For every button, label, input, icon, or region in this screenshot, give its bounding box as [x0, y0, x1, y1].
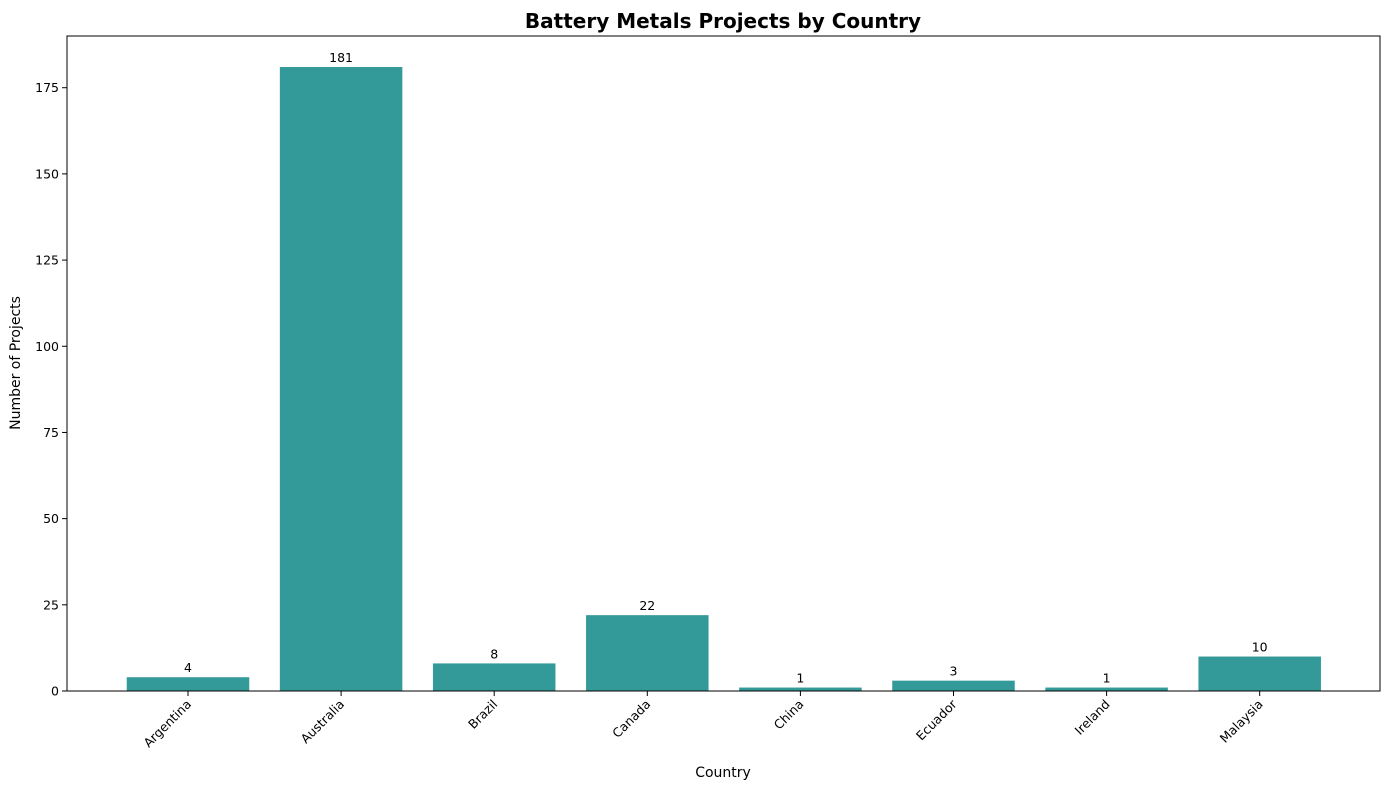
y-tick-label: 150 [35, 166, 59, 181]
y-axis: 0 25 50 75 100 125 150 175 [35, 80, 67, 699]
y-tick-label: 100 [35, 339, 59, 354]
data-label-malaysia: 10 [1252, 640, 1268, 655]
x-tick-label-ireland: Ireland [1072, 697, 1113, 738]
x-tick-label-australia: Australia [298, 697, 348, 747]
data-label-argentina: 4 [184, 660, 192, 675]
x-tick-label-canada: Canada [609, 697, 653, 741]
data-labels-group: 4 181 8 22 1 3 1 10 [184, 50, 1268, 686]
bar-malaysia [1198, 656, 1321, 691]
bars-group [126, 67, 1321, 691]
x-tick-label-malaysia: Malaysia [1217, 697, 1266, 746]
bar-china [739, 687, 862, 691]
y-tick-label: 75 [43, 425, 59, 440]
x-tick-label-ecuador: Ecuador [913, 696, 960, 743]
data-label-canada: 22 [639, 598, 655, 613]
bar-ireland [1045, 687, 1168, 691]
y-tick-label: 50 [43, 511, 59, 526]
bar-canada [586, 615, 709, 691]
y-tick-label: 175 [35, 80, 59, 95]
chart-title: Battery Metals Projects by Country [525, 9, 921, 33]
bar-brazil [432, 663, 556, 691]
y-tick-label: 0 [51, 684, 59, 699]
bar-australia [279, 67, 403, 691]
data-label-china: 1 [796, 671, 804, 686]
y-axis-label: Number of Projects [8, 296, 24, 430]
data-label-ireland: 1 [1103, 671, 1111, 686]
data-label-brazil: 8 [490, 646, 498, 661]
x-tick-label-argentina: Argentina [140, 697, 194, 751]
x-tick-label-brazil: Brazil [465, 697, 500, 732]
bar-ecuador [892, 680, 1015, 691]
y-tick-label: 125 [35, 253, 59, 268]
data-label-australia: 181 [329, 50, 353, 65]
y-tick-label: 25 [43, 597, 59, 612]
x-axis: Argentina Australia Brazil Canada China Ecuad… [140, 691, 1266, 751]
bar-argentina [126, 677, 250, 691]
x-tick-label-china: China [771, 697, 807, 733]
plot-frame [66, 35, 1381, 692]
x-axis-label: Country [695, 765, 751, 781]
data-label-ecuador: 3 [950, 664, 958, 679]
